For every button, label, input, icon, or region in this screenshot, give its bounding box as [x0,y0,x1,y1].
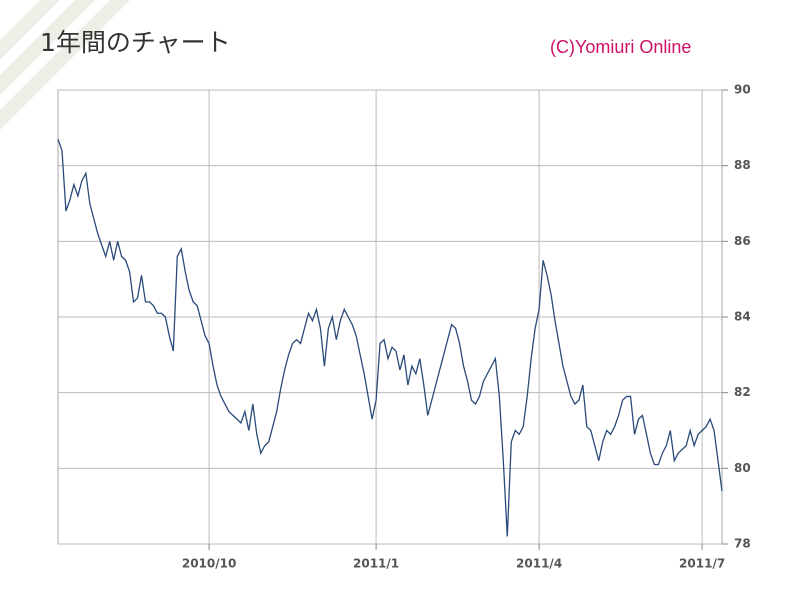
y-tick-label: 82 [734,385,751,399]
y-tick-label: 80 [734,461,751,475]
y-tick-label: 88 [734,158,751,172]
stripe [0,0,95,95]
stripe [0,0,60,60]
x-tick-label: 2011/4 [516,557,562,571]
x-tick-label: 2010/10 [182,557,236,571]
y-tick-label: 84 [734,310,751,324]
y-tick-label: 78 [734,537,751,551]
x-tick-label: 2011/1 [353,557,399,571]
x-tick-label: 2011/7 [679,557,725,571]
chart-title: 1年間のチャート [40,28,231,57]
decoration [0,0,130,130]
credit: (C)Yomiuri Online [550,37,691,57]
stripe [0,0,130,130]
y-tick-label: 90 [734,83,751,97]
price-line [57,138,723,537]
y-tick-label: 86 [734,234,751,248]
